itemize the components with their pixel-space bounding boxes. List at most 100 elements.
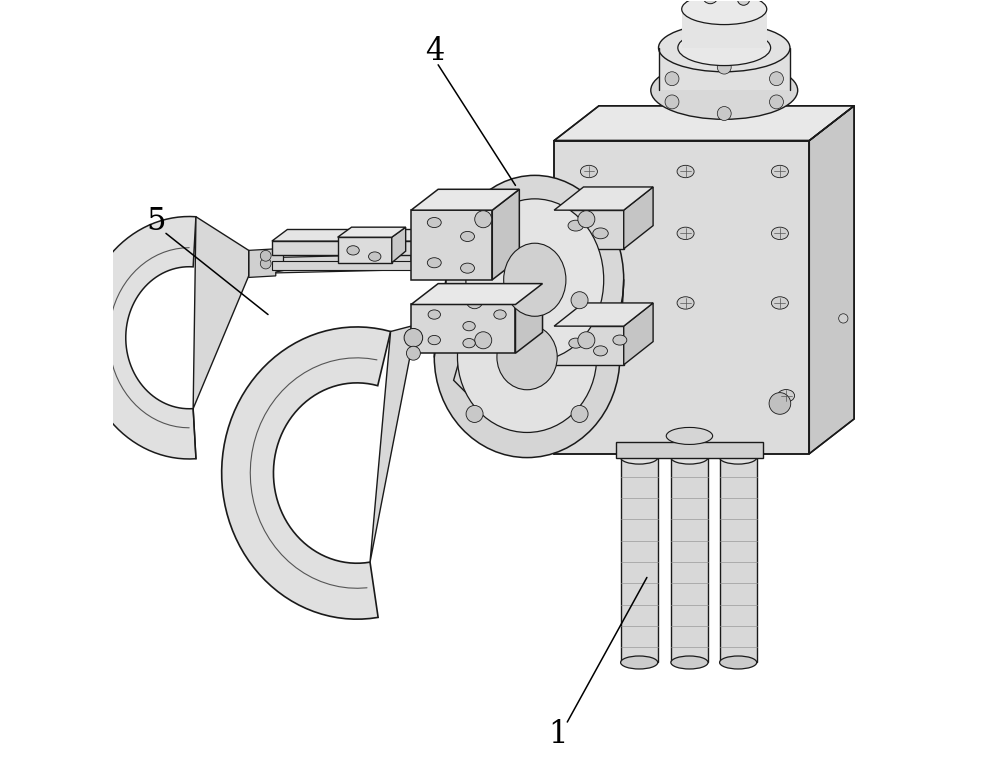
Ellipse shape <box>580 296 597 309</box>
Polygon shape <box>682 9 767 48</box>
Circle shape <box>717 61 731 74</box>
Ellipse shape <box>677 227 694 240</box>
Polygon shape <box>272 241 454 255</box>
Ellipse shape <box>569 338 583 348</box>
Circle shape <box>665 71 679 85</box>
Circle shape <box>717 106 731 120</box>
Circle shape <box>769 393 791 414</box>
Ellipse shape <box>677 165 694 178</box>
Polygon shape <box>659 48 790 90</box>
Polygon shape <box>492 189 519 280</box>
Ellipse shape <box>771 227 788 240</box>
Ellipse shape <box>463 321 475 331</box>
Ellipse shape <box>457 282 597 432</box>
Ellipse shape <box>621 656 658 669</box>
Polygon shape <box>554 106 854 140</box>
Polygon shape <box>411 283 543 304</box>
Ellipse shape <box>771 165 788 178</box>
Polygon shape <box>671 458 708 663</box>
Ellipse shape <box>671 656 708 669</box>
Ellipse shape <box>497 324 557 390</box>
Circle shape <box>770 95 783 109</box>
Circle shape <box>260 258 271 269</box>
Circle shape <box>578 211 595 227</box>
Polygon shape <box>454 353 523 396</box>
Polygon shape <box>621 458 658 663</box>
Polygon shape <box>554 303 653 326</box>
Ellipse shape <box>580 227 597 240</box>
Text: 1: 1 <box>548 719 568 750</box>
Circle shape <box>665 95 679 109</box>
Circle shape <box>737 0 750 5</box>
Ellipse shape <box>466 199 604 361</box>
Ellipse shape <box>621 451 658 464</box>
Ellipse shape <box>369 252 381 262</box>
Ellipse shape <box>678 30 771 65</box>
Polygon shape <box>249 255 411 274</box>
Text: 4: 4 <box>425 36 444 68</box>
Ellipse shape <box>593 228 608 239</box>
Circle shape <box>571 405 588 422</box>
Circle shape <box>578 332 595 348</box>
Circle shape <box>406 346 420 360</box>
Polygon shape <box>370 326 411 562</box>
Ellipse shape <box>720 656 757 669</box>
Ellipse shape <box>720 451 757 464</box>
Circle shape <box>475 211 492 227</box>
Ellipse shape <box>580 165 597 178</box>
Polygon shape <box>720 458 757 663</box>
Ellipse shape <box>427 217 441 227</box>
Ellipse shape <box>434 257 620 458</box>
Polygon shape <box>338 237 392 263</box>
Polygon shape <box>411 189 519 210</box>
Polygon shape <box>554 326 624 365</box>
Ellipse shape <box>778 390 795 402</box>
Circle shape <box>475 332 492 348</box>
Ellipse shape <box>446 175 624 384</box>
Polygon shape <box>624 303 653 365</box>
Ellipse shape <box>651 61 798 120</box>
Ellipse shape <box>659 24 790 71</box>
Ellipse shape <box>494 310 506 319</box>
Polygon shape <box>515 283 543 353</box>
Ellipse shape <box>347 246 359 255</box>
Circle shape <box>466 292 483 309</box>
Ellipse shape <box>428 310 440 319</box>
Ellipse shape <box>461 231 474 241</box>
Circle shape <box>466 405 483 422</box>
Ellipse shape <box>594 346 607 356</box>
Ellipse shape <box>428 335 440 345</box>
Circle shape <box>260 251 271 262</box>
Text: 5: 5 <box>146 206 166 237</box>
Polygon shape <box>411 210 492 280</box>
Ellipse shape <box>427 258 441 268</box>
Ellipse shape <box>666 428 713 445</box>
Ellipse shape <box>504 243 566 317</box>
Polygon shape <box>434 280 624 357</box>
Ellipse shape <box>568 220 584 231</box>
Polygon shape <box>554 187 653 210</box>
Ellipse shape <box>671 451 708 464</box>
Ellipse shape <box>771 296 788 309</box>
Polygon shape <box>554 210 624 249</box>
Polygon shape <box>249 249 283 278</box>
Polygon shape <box>809 106 854 454</box>
Circle shape <box>839 314 848 323</box>
Polygon shape <box>616 442 763 458</box>
Polygon shape <box>222 327 391 619</box>
Polygon shape <box>515 338 546 396</box>
Polygon shape <box>81 217 196 459</box>
Polygon shape <box>272 230 469 241</box>
Polygon shape <box>454 230 469 255</box>
Circle shape <box>703 0 718 4</box>
Polygon shape <box>392 227 406 263</box>
Polygon shape <box>624 187 653 249</box>
Ellipse shape <box>463 338 475 348</box>
Polygon shape <box>554 140 809 454</box>
Ellipse shape <box>682 0 767 25</box>
Ellipse shape <box>613 335 627 345</box>
Circle shape <box>404 328 423 347</box>
Circle shape <box>571 292 588 309</box>
Polygon shape <box>338 227 406 237</box>
Ellipse shape <box>677 296 694 309</box>
